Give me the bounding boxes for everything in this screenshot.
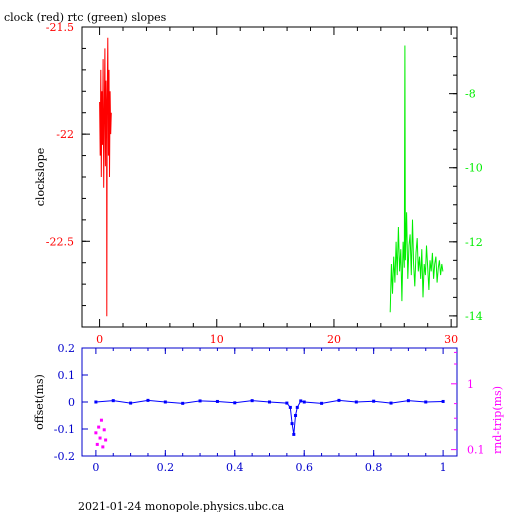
- top-left-axis: -21.5 -22 -22.5: [46, 21, 90, 328]
- top-left-tick-label: -22: [56, 128, 74, 141]
- rnd-trip-point: [102, 428, 106, 432]
- top-right-tick-label: -8: [465, 88, 476, 101]
- bottom-left-tick-label: 0.2: [58, 342, 76, 355]
- rnd-trip-point: [95, 442, 99, 446]
- rnd-trip-point: [101, 445, 105, 449]
- top-left-tick-label: -21.5: [46, 21, 74, 34]
- footer-host-date: 2021-01-24 monopole.physics.ubc.ca: [78, 500, 285, 512]
- bottom-chart: 0 0.2 0.4 0.6 0.8 1 0.20.10-0.1-0.2 10.1 offs…: [33, 342, 504, 474]
- bottom-series-group: [94, 398, 445, 449]
- bottom-left-axis: 0.2 0.1 0 -0.1 -0.2: [54, 342, 88, 463]
- bottom-left-axis-label: offset(ms): [33, 374, 46, 430]
- offset-point: [441, 399, 445, 403]
- top-chart: 0 10 20 30 -21.5 -22 -22.5 -8 -10 -12 -14 clocks…: [34, 21, 483, 346]
- top-right-axis: -8 -10 -12 -14: [449, 37, 483, 323]
- clock-series-line: [99, 37, 112, 317]
- rnd-trip-point: [99, 418, 103, 422]
- bottom-x-axis: 0 0.2 0.4 0.6 0.8 1: [92, 348, 447, 474]
- top-x-tick-label: 10: [210, 333, 224, 346]
- offset-trend-line: [95, 399, 444, 435]
- rnd-trip-point: [94, 431, 98, 435]
- top-series-group: [99, 37, 444, 317]
- bottom-x-tick-label: 0.2: [157, 461, 175, 474]
- bottom-x-tick-label: 0.8: [365, 461, 383, 474]
- rnd-trip-point: [104, 438, 108, 442]
- bottom-left-tick-label: -0.1: [54, 423, 75, 436]
- top-y-axis-label: clockslope: [34, 148, 47, 206]
- bottom-right-axis: 10.1: [451, 351, 485, 457]
- top-x-axis: 0 10 20 30: [96, 27, 458, 346]
- top-x-tick-label: 0: [96, 333, 103, 346]
- bottom-right-tick-label: 0.1: [467, 444, 485, 457]
- bottom-x-tick-label: 0: [92, 461, 99, 474]
- bottom-right-tick-label: 1: [467, 378, 474, 391]
- rnd-trip-point: [97, 425, 101, 429]
- top-x-tick-label: 30: [444, 333, 458, 346]
- rtc-series-line: [389, 45, 444, 313]
- offset-point: [94, 400, 98, 404]
- rnd-trip-point: [98, 436, 102, 440]
- bottom-left-tick-label: 0.1: [58, 369, 76, 382]
- top-left-tick-label: -22.5: [46, 235, 74, 248]
- bottom-x-tick-label: 0.4: [226, 461, 244, 474]
- bottom-left-tick-label: -0.2: [54, 450, 75, 463]
- bottom-left-tick-label: 0: [68, 396, 75, 409]
- top-right-tick-label: -14: [465, 310, 483, 323]
- top-chart-frame: [81, 26, 458, 328]
- bottom-right-axis-label: rnd-trip(ms): [491, 386, 504, 454]
- top-title: clock (red) rtc (green) slopes: [4, 11, 167, 24]
- top-right-tick-label: -10: [465, 162, 483, 175]
- bottom-x-tick-label: 1: [440, 461, 447, 474]
- top-x-tick-label: 20: [327, 333, 341, 346]
- bottom-x-tick-label: 0.6: [295, 461, 313, 474]
- top-right-tick-label: -12: [465, 236, 483, 249]
